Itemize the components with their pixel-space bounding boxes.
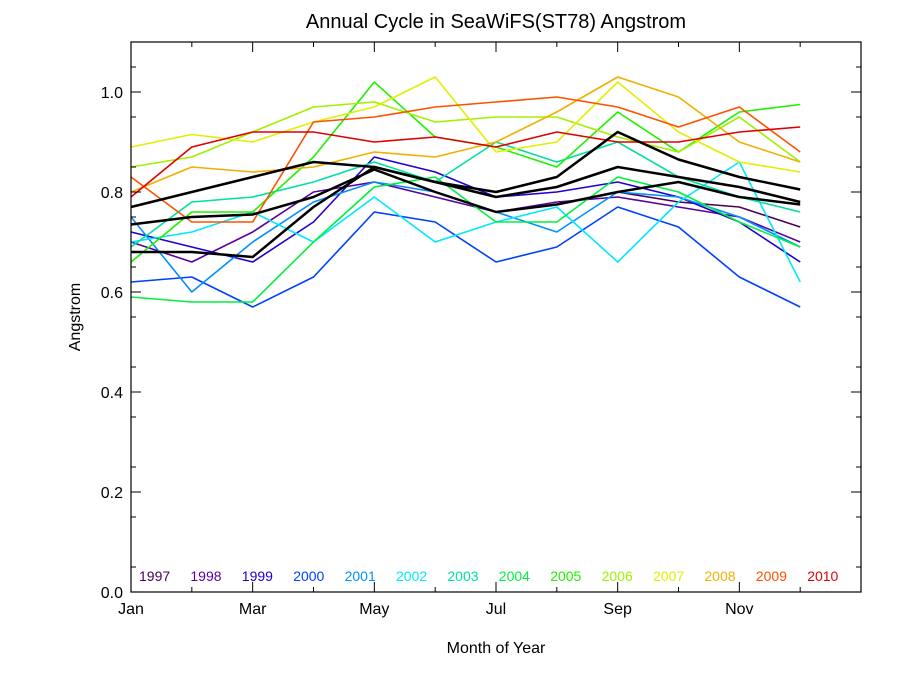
x-tick-label: Jan	[118, 601, 144, 618]
y-tick-label: 0.6	[101, 285, 123, 302]
y-tick-label: 0.0	[101, 585, 123, 602]
y-axis-label: Angstrom	[67, 283, 84, 351]
x-tick-label: May	[359, 601, 389, 618]
legend-entry-2001: 2001	[345, 568, 376, 584]
y-tick-label: 0.2	[101, 485, 123, 502]
series-line-1999	[130, 156, 801, 263]
legend-entry-2004: 2004	[499, 568, 530, 584]
series-line-2004	[130, 176, 801, 303]
series-line-2006	[130, 101, 801, 168]
axes-layer: Jan Mar May Jul Sep Nov 0.0 0.2 0.4 0.6 0.8 1.0	[101, 41, 862, 618]
y-tick-label: 0.8	[101, 185, 123, 202]
series-line-2009	[130, 96, 801, 223]
legend: 1997 1998 1999 2000 2001 2002 2003 2004 2005 2006…	[139, 568, 839, 584]
legend-entry-2007: 2007	[653, 568, 684, 584]
series-line-2008	[130, 76, 801, 193]
series-line-1998	[130, 181, 801, 263]
series-line-1997	[617, 191, 801, 228]
legend-entry-2010: 2010	[807, 568, 838, 584]
chart-title: Annual Cycle in SeaWiFS(ST78) Angstrom	[306, 11, 686, 33]
plot-frame	[130, 41, 862, 593]
x-tick-label: Nov	[725, 601, 753, 618]
series-line-2003	[130, 141, 801, 248]
legend-entry-1998: 1998	[190, 568, 221, 584]
y-tick-label: 1.0	[101, 85, 123, 102]
series-line-mean-14	[130, 168, 801, 226]
series-line-2010	[130, 126, 801, 198]
series-line-2005	[130, 81, 801, 263]
series-line-mean-15	[130, 130, 801, 209]
legend-entry-2006: 2006	[602, 568, 633, 584]
legend-entry-1997: 1997	[139, 568, 170, 584]
legend-entry-2002: 2002	[396, 568, 427, 584]
legend-entry-2008: 2008	[704, 568, 735, 584]
y-tick-label: 0.4	[101, 385, 123, 402]
legend-entry-1999: 1999	[242, 568, 273, 584]
x-tick-label: Sep	[603, 601, 632, 618]
legend-entry-2009: 2009	[756, 568, 787, 584]
x-axis-label: Month of Year	[447, 640, 546, 657]
legend-entry-2005: 2005	[550, 568, 581, 584]
series-line-mean-16	[131, 165, 801, 259]
legend-entry-2000: 2000	[293, 568, 324, 584]
series-layer	[130, 76, 801, 308]
x-tick-label: Jul	[486, 601, 506, 618]
series-line-2007	[130, 76, 801, 173]
legend-entry-2003: 2003	[447, 568, 478, 584]
x-tick-label: Mar	[239, 601, 267, 618]
